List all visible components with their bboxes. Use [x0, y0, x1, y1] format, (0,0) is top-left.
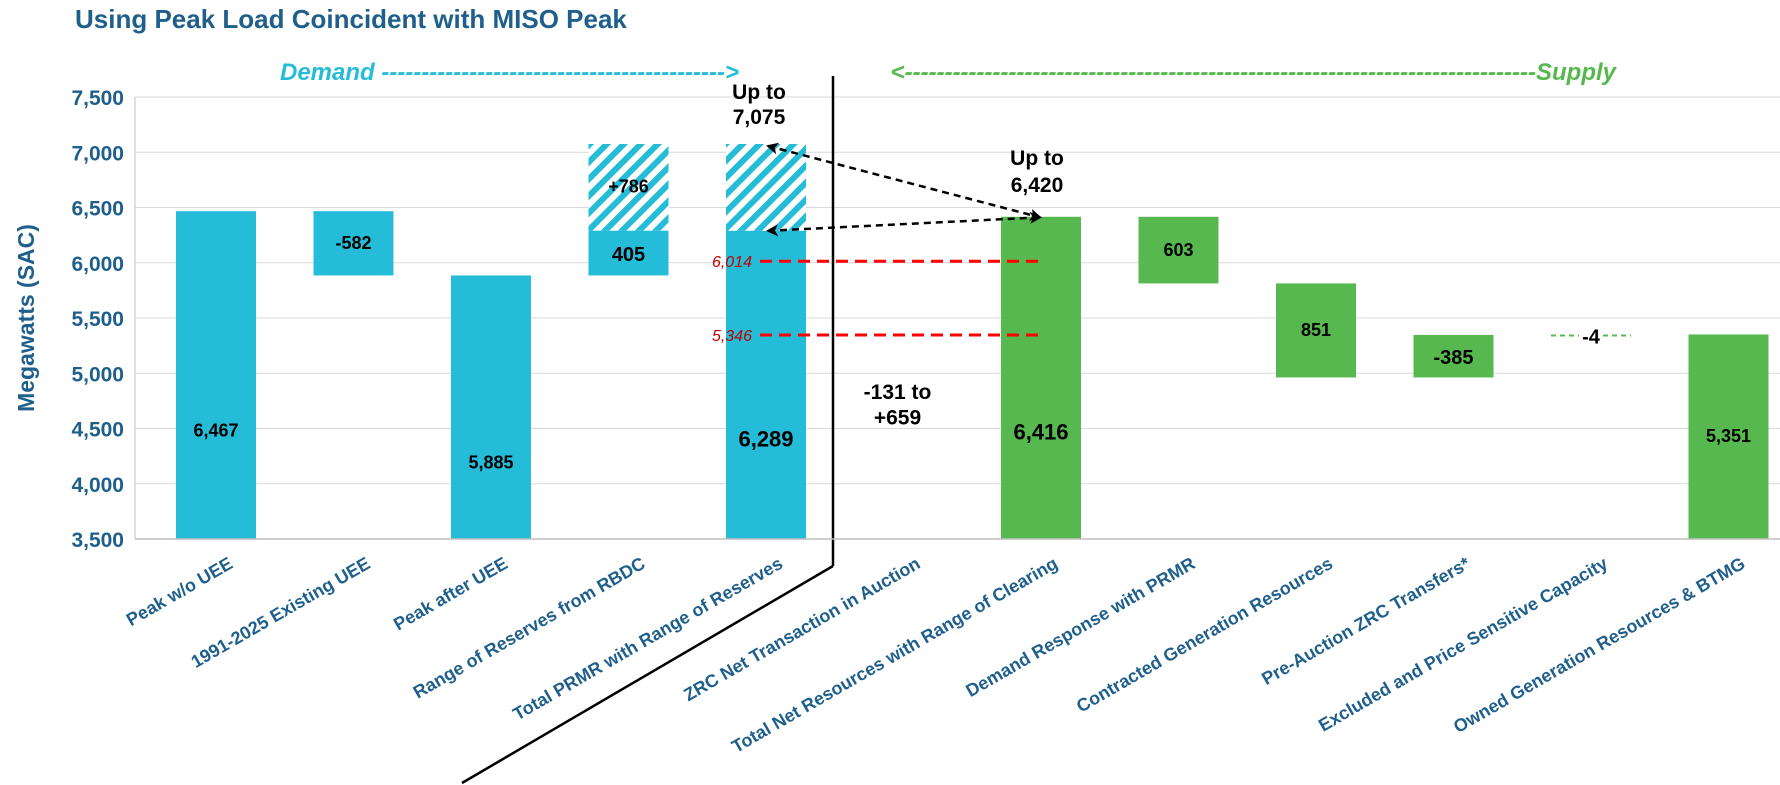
gridlines	[135, 96, 1780, 540]
y-tick-label: 5,500	[71, 308, 124, 331]
y-tick-label: 4,500	[71, 419, 124, 442]
data-label: -385	[1433, 347, 1473, 369]
x-category-label: Range of Reserves from RBDC	[410, 553, 649, 702]
bar	[1276, 283, 1356, 378]
supply-section-label: <---------------------------------------…	[891, 59, 1618, 86]
zrc-range-text: -131 to	[864, 381, 932, 404]
chart-title: Using Peak Load Coincident with MISO Pea…	[75, 4, 627, 34]
data-label: 6,467	[193, 421, 238, 441]
y-tick-label: 7,500	[71, 87, 124, 110]
data-label: 603	[1163, 240, 1193, 260]
demand-supply-divider	[461, 564, 834, 785]
range-arrow	[766, 142, 1042, 221]
bar	[1138, 216, 1219, 284]
x-category-label: Owned Generation Resources & BTMG	[1450, 553, 1748, 737]
demand-section-label: Demand ---------------------------------…	[280, 59, 739, 86]
data-label: 6,289	[738, 426, 793, 451]
axes: 3,500 4,000 4,500 5,000 5,500 6,000 6,500 7,000…	[71, 87, 1780, 757]
data-label: 405	[612, 244, 645, 266]
data-label: 5,351	[1706, 426, 1751, 446]
reference-line-label: 5,346	[712, 328, 752, 345]
y-tick-label: 6,000	[71, 253, 124, 276]
bar	[313, 211, 394, 276]
y-axis-title: Megawatts (SAC)	[13, 224, 39, 412]
x-category-label: Peak after UEE	[390, 553, 511, 634]
bar	[1001, 216, 1081, 540]
zrc-range-text: +659	[874, 406, 921, 429]
bars	[176, 143, 1769, 540]
x-category-label: Contracted Generation Resources	[1073, 553, 1336, 716]
hatched-range-bar	[726, 143, 806, 231]
range-label: 7,075	[733, 106, 786, 129]
y-tick-label: 5,000	[71, 363, 124, 386]
bar	[588, 230, 669, 276]
range-arrow	[766, 211, 1042, 237]
data-label: -582	[335, 233, 371, 253]
bar	[176, 211, 256, 540]
y-tick-label: 6,500	[71, 198, 124, 221]
data-label: 5,885	[468, 453, 513, 473]
data-label: -4	[1582, 327, 1601, 349]
hatched-range-bar	[588, 143, 669, 231]
y-tick-label: 7,000	[71, 142, 124, 165]
bar	[726, 230, 806, 540]
range-label: Up to	[1010, 147, 1064, 170]
data-label: 6,416	[1013, 419, 1068, 444]
range-label: 6,420	[1011, 174, 1064, 197]
hatched-label: +786	[608, 177, 649, 197]
bar	[1413, 334, 1494, 378]
x-category-label: ZRC Net Transaction in Auction	[680, 553, 923, 705]
reference-line-label: 6,014	[712, 254, 752, 271]
reference-lines: 6,014 5,346	[712, 254, 1040, 345]
x-category-label: Peak w/o UEE	[123, 553, 236, 630]
y-tick-label: 3,500	[71, 529, 124, 552]
x-category-label: Total PRMR with Range of Reserves	[509, 553, 786, 724]
x-category-label: Demand Response with PRMR	[962, 553, 1198, 701]
range-label: Up to	[732, 81, 786, 104]
annotations: 6,467 -582 5,885 405 6,289 6,416 603 851 -385 -4 5…	[193, 76, 1751, 785]
y-tick-label: 4,000	[71, 474, 124, 497]
bar	[1688, 334, 1769, 539]
data-label: 851	[1301, 320, 1331, 340]
bar	[451, 275, 531, 539]
x-category-label: Excluded and Price Sensitive Capacity	[1315, 553, 1611, 735]
